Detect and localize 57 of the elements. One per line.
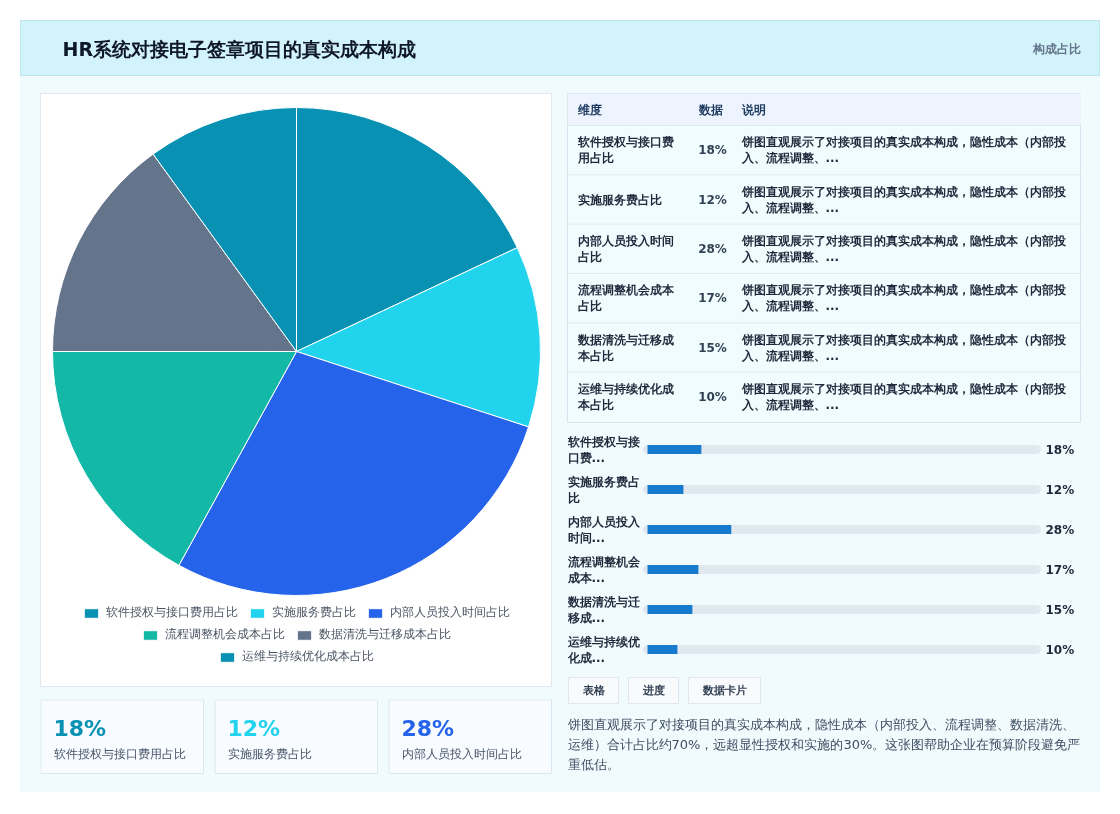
- annotation: 数据卡片: [701, 684, 747, 697]
- data-label: 12%: [1045, 482, 1075, 497]
- legend-label: 软件授权与接口费用占比: [106, 604, 238, 621]
- text: 维度: [576, 102, 602, 117]
- category-label: 内部人员投入时间占比: [401, 746, 522, 761]
- bar: [647, 565, 699, 574]
- bar: [647, 645, 678, 654]
- text: 饼图直观展示了对接项目的真实成本构成，隐性成本（内部投入、流程调整、...: [740, 135, 1067, 166]
- annotation: 进度: [641, 684, 665, 697]
- text: 说明: [740, 102, 766, 117]
- text: 饼图直观展示了对接项目的真实成本构成，隐性成本（内部投入、流程调整、数据清洗、运维）合计占比约70%，远超显性授权和实施的30%。这张图帮助企业在预算阶段避免严重低估。: [566, 717, 1081, 772]
- category-label: 实施服务费占比: [227, 746, 312, 761]
- text: 18%: [53, 716, 107, 741]
- text: 17%: [698, 291, 727, 306]
- category-label: 实施服务费占比: [577, 192, 662, 207]
- bar: [647, 525, 732, 534]
- text: HR系统对接电子签章项目的真实成本构成: [62, 37, 417, 60]
- category-label: 运维与持续优化成本占比: [576, 381, 674, 412]
- text: 表格: [581, 684, 606, 697]
- text: 饼图直观展示了对接项目的真实成本构成，隐性成本（内部投入、流程调整、...: [740, 184, 1067, 215]
- text: 15%: [698, 340, 727, 355]
- y-tick-label: 运维与持续优化成...: [566, 634, 640, 665]
- y-tick-label: 软件授权与接口费...: [566, 434, 640, 465]
- category-label: 流程调整机会成本占比: [576, 283, 675, 314]
- category-label: 内部人员投入时间占比: [577, 233, 674, 264]
- text: 数据: [697, 102, 723, 117]
- y-tick-label: 内部人员投入时间...: [567, 514, 641, 545]
- text: 18%: [698, 143, 727, 158]
- text: 28%: [698, 241, 727, 256]
- legend-label: 实施服务费占比: [272, 604, 356, 621]
- text: 饼图直观展示了对接项目的真实成本构成，隐性成本（内部投入、流程调整、...: [740, 332, 1067, 363]
- data-label: 18%: [1045, 442, 1075, 457]
- legend-label: 流程调整机会成本占比: [165, 626, 285, 643]
- y-tick-label: 数据清洗与迁移成...: [566, 594, 640, 625]
- text: 饼图直观展示了对接项目的真实成本构成，隐性成本（内部投入、流程调整、...: [740, 381, 1067, 412]
- legend-label: 数据清洗与迁移成本占比: [319, 626, 451, 643]
- category-label: 数据清洗与迁移成本占比: [576, 332, 674, 363]
- data-label: 15%: [1045, 602, 1075, 617]
- text: 构成占比: [1031, 41, 1081, 56]
- bar: [647, 445, 702, 454]
- bar: [647, 485, 684, 494]
- text: 28%: [401, 716, 455, 741]
- legend-label: 内部人员投入时间占比: [390, 604, 510, 621]
- text: 饼图直观展示了对接项目的真实成本构成，隐性成本（内部投入、流程调整、...: [740, 283, 1067, 314]
- text: 12%: [698, 192, 727, 207]
- category-label: 软件授权与接口费用占比: [576, 135, 674, 166]
- category-label: 软件授权与接口费用占比: [53, 746, 186, 761]
- bar: [647, 605, 693, 614]
- data-label: 28%: [1045, 522, 1075, 537]
- y-tick-label: 实施服务费占比: [567, 474, 640, 505]
- y-tick-label: 流程调整机会成本...: [566, 554, 641, 585]
- text: 12%: [227, 716, 281, 741]
- data-label: 17%: [1045, 562, 1075, 577]
- data-label: 10%: [1045, 642, 1075, 657]
- text: 饼图直观展示了对接项目的真实成本构成，隐性成本（内部投入、流程调整、...: [740, 233, 1067, 264]
- text: 10%: [698, 389, 727, 404]
- legend-label: 运维与持续优化成本占比: [242, 648, 374, 665]
